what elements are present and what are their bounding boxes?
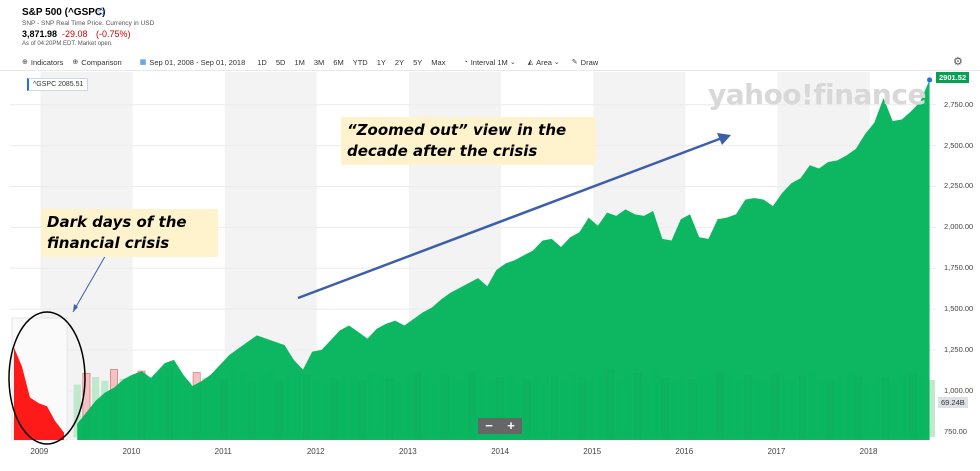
comparison-button[interactable]: ⊕ Comparison	[72, 58, 121, 67]
x-tick-label: 2011	[214, 447, 232, 456]
market-status: As of 04:20PM EDT. Market open.	[22, 41, 113, 47]
calendar-icon: ▦	[139, 59, 147, 66]
chart-type-label: Area	[536, 57, 552, 67]
quote-subtitle: SNP - SNP Real Time Price. Currency in U…	[22, 20, 155, 27]
chevron-down-icon: ⌄	[509, 59, 516, 66]
interval-button[interactable]: ◔ Interval 1M ⌄	[463, 58, 518, 67]
y-tick-label: 1,750.00	[944, 263, 974, 273]
crisis-ellipse	[8, 311, 86, 445]
range-1d[interactable]: 1D	[257, 57, 267, 67]
x-tick-label: 2017	[767, 447, 786, 456]
chart-type-button[interactable]: ◭ Area ⌄	[528, 58, 563, 67]
range-1y[interactable]: 1Y	[376, 57, 386, 67]
x-tick-label: 2010	[122, 447, 141, 456]
price-change: -29.08	[62, 29, 88, 39]
trend-arrow-head	[717, 133, 731, 145]
y-tick-label: 2,750.00	[944, 99, 974, 109]
plus-circle-icon: ⊕	[72, 59, 79, 66]
crisis-arrow	[72, 252, 108, 313]
y-tick-label: 1,250.00	[944, 345, 974, 355]
x-tick-label: 2014	[491, 447, 509, 456]
area-chart-icon: ◭	[527, 59, 534, 66]
gear-icon[interactable]: ⚙	[953, 56, 963, 68]
toolbar-divider	[0, 70, 980, 71]
range-max[interactable]: Max	[431, 57, 446, 67]
y-tick-label: 2,000.00	[944, 222, 974, 232]
yahoo-finance-logo: yahoo!finance	[708, 78, 926, 111]
volume-bar	[73, 384, 81, 437]
x-tick-label: 2012	[306, 447, 325, 456]
x-tick-label: 2015	[583, 447, 602, 456]
page-title: S&P 500 (^GSPC)	[22, 7, 106, 18]
date-range-button[interactable]: ▦ Sep 01, 2008 - Sep 01, 2018	[140, 58, 246, 67]
plus-circle-icon: ⊕	[22, 59, 28, 66]
y-tick-label: 1,000.00	[944, 385, 974, 395]
trend-arrow	[297, 136, 723, 300]
x-tick-label: 2009	[30, 447, 49, 456]
legend-tag[interactable]: ^GSPC 2085.51	[27, 78, 89, 91]
current-price: 3,871.98	[22, 29, 58, 39]
zoom-in-button[interactable]: +	[507, 418, 515, 433]
interval-value: 1M	[497, 57, 508, 67]
x-tick-label: 2013	[398, 447, 417, 456]
zoom-controls: − +	[478, 418, 522, 434]
price-area	[77, 79, 930, 441]
crisis-inset	[11, 317, 68, 441]
range-ytd[interactable]: YTD	[352, 57, 368, 67]
watchlist-star-icon[interactable]: ☆	[96, 5, 107, 19]
last-price-label: 2901.52	[936, 72, 970, 83]
range-3m[interactable]: 3M	[313, 57, 325, 67]
range-5y[interactable]: 5Y	[413, 57, 423, 67]
annotation-crisis: Dark days of the financial crisis	[41, 209, 218, 257]
chevron-down-icon: ⌄	[553, 59, 560, 66]
last-volume-label: 69.24B	[938, 397, 968, 408]
annotation-zoomed-out: “Zoomed out” view in the decade after th…	[341, 117, 596, 165]
range-1m[interactable]: 1M	[294, 57, 305, 67]
range-6m[interactable]: 6M	[333, 57, 344, 67]
range-2y[interactable]: 2Y	[394, 57, 405, 67]
comparison-label: Comparison	[81, 57, 122, 67]
crisis-arrow-head	[73, 304, 78, 312]
indicators-label: Indicators	[30, 57, 64, 67]
last-price-dot	[927, 77, 933, 83]
y-tick-label: 750.00	[944, 426, 967, 436]
y-tick-label: 2,500.00	[944, 140, 974, 150]
draw-button[interactable]: ✎ Draw	[572, 58, 598, 67]
volume-bar	[927, 380, 935, 437]
chart-toolbar: ⊕ Indicators ⊕ Comparison ▦ Sep 01, 2008 - …	[22, 56, 607, 68]
interval-label: Interval	[470, 57, 496, 67]
zoom-out-button[interactable]: −	[485, 418, 493, 433]
x-tick-label: 2018	[859, 447, 878, 456]
y-tick-label: 1,500.00	[944, 304, 974, 314]
pencil-icon: ✎	[571, 59, 578, 66]
draw-label: Draw	[580, 57, 599, 67]
date-range-label: Sep 01, 2008 - Sep 01, 2018	[149, 57, 246, 67]
indicators-button[interactable]: ⊕ Indicators	[22, 58, 63, 67]
crisis-area	[14, 347, 64, 440]
y-tick-label: 2,250.00	[944, 181, 974, 191]
x-tick-label: 2016	[675, 447, 694, 456]
price-change-percent: (-0.75%)	[96, 29, 131, 39]
interval-icon: ◔	[463, 58, 468, 66]
range-5d[interactable]: 5D	[275, 57, 286, 67]
